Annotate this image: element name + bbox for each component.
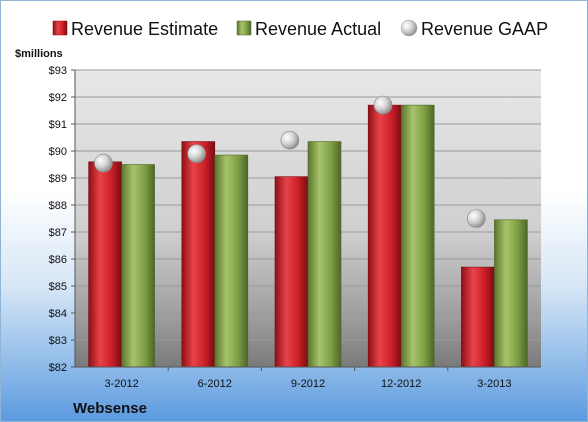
- y-tick-label: $90: [49, 146, 67, 158]
- gaap-markers: [94, 95, 486, 228]
- gaap-marker: [466, 209, 486, 228]
- y-tick-label: $92: [49, 92, 67, 104]
- bar-revenue-estimate: [461, 266, 495, 368]
- x-tick-label: 9-2012: [291, 378, 325, 390]
- y-tick-label: $87: [49, 227, 67, 239]
- bar-revenue-actual: [307, 141, 342, 368]
- gaap-marker: [280, 130, 300, 150]
- legend-label-revenue-estimate: Revenue Estimate: [71, 19, 218, 39]
- y-tick-label: $89: [49, 173, 67, 185]
- legend-marker-revenue-gaap: [400, 19, 418, 37]
- chart-legend: Revenue Estimate Revenue Actual Revenue …: [52, 19, 548, 39]
- company-label: Websense: [73, 400, 147, 417]
- bar-revenue-actual: [214, 154, 249, 368]
- y-tick-label: $91: [49, 119, 67, 131]
- gaap-marker: [373, 95, 393, 115]
- gaap-marker: [94, 153, 113, 173]
- y-tick-label: $83: [49, 335, 67, 347]
- x-tick-label: 6-2012: [198, 378, 232, 390]
- x-tick-label: 3-2012: [104, 378, 138, 390]
- y-tick-label: $88: [49, 200, 67, 212]
- x-axis-ticks: 3-2012 6-2012 9-2012 12-2012 3-2013: [104, 367, 512, 390]
- legend-swatch-revenue-estimate: [52, 20, 68, 36]
- gaap-marker: [187, 144, 206, 163]
- bar-revenue-actual: [494, 219, 528, 368]
- y-tick-label: $93: [49, 65, 67, 77]
- y-tick-label: $86: [49, 254, 67, 266]
- bars: [88, 104, 528, 368]
- bar-revenue-actual: [400, 104, 435, 368]
- y-axis-label: $millions: [15, 48, 63, 60]
- legend-label-revenue-actual: Revenue Actual: [255, 19, 381, 39]
- x-tick-label: 12-2012: [381, 378, 421, 390]
- x-tick-label: 3-2013: [477, 378, 511, 390]
- bar-revenue-estimate: [367, 104, 402, 368]
- legend-swatch-revenue-actual: [236, 20, 252, 36]
- bar-revenue-estimate: [274, 176, 309, 368]
- y-tick-label: $82: [49, 362, 67, 374]
- legend-label-revenue-gaap: Revenue GAAP: [421, 19, 548, 39]
- bar-revenue-actual: [121, 164, 155, 368]
- y-tick-label: $85: [49, 281, 67, 293]
- y-tick-label: $84: [49, 308, 67, 320]
- bar-revenue-estimate: [88, 161, 122, 368]
- y-axis-ticks: $82 $83 $84 $85 $86 $87 $88 $89 $90 $91 $92 $93: [49, 65, 75, 374]
- bar-revenue-estimate: [181, 141, 216, 368]
